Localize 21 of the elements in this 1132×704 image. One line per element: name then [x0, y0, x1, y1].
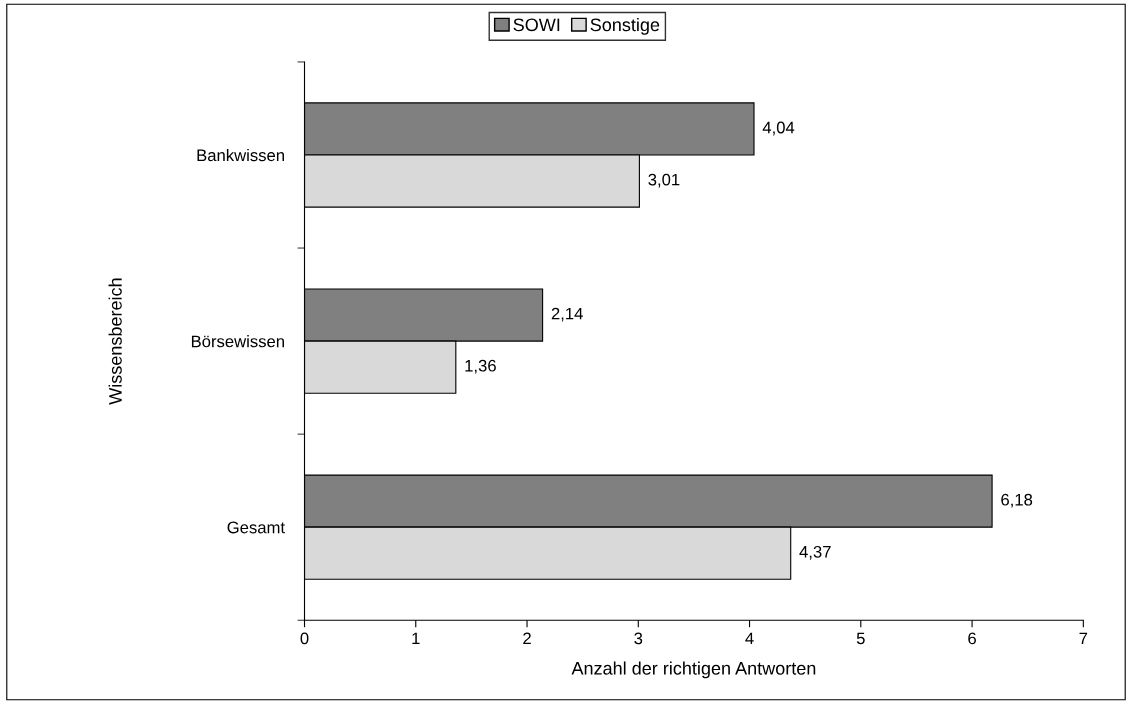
legend-label: Sonstige — [590, 17, 660, 35]
legend-label: SOWI — [513, 18, 560, 32]
data-label: 6,18 — [1001, 493, 1033, 508]
y-tick-label: Bankwissen — [197, 148, 284, 162]
x-tick-label: 1 — [412, 632, 420, 645]
x-tick-label: 2 — [523, 632, 531, 645]
y-axis-title: Wissensbereich — [108, 278, 122, 405]
data-label: 3,01 — [648, 173, 680, 188]
data-label: 1,36 — [465, 359, 496, 374]
y-tick-label: Gesamt — [227, 521, 285, 534]
x-axis-title: Anzahl der richtigen Antworten — [571, 661, 816, 679]
data-label: 4,04 — [762, 121, 795, 136]
x-tick-label: 3 — [634, 632, 643, 645]
x-tick-label: 4 — [745, 632, 754, 645]
x-tick-label: 0 — [300, 632, 309, 645]
x-tick-label: 6 — [968, 632, 976, 645]
x-tick-label: 7 — [1079, 632, 1088, 645]
data-label: 4,37 — [799, 545, 831, 560]
y-tick-label: Börsewissen — [191, 335, 284, 348]
x-tick-label: 5 — [856, 632, 865, 645]
data-label: 2,14 — [551, 307, 583, 322]
